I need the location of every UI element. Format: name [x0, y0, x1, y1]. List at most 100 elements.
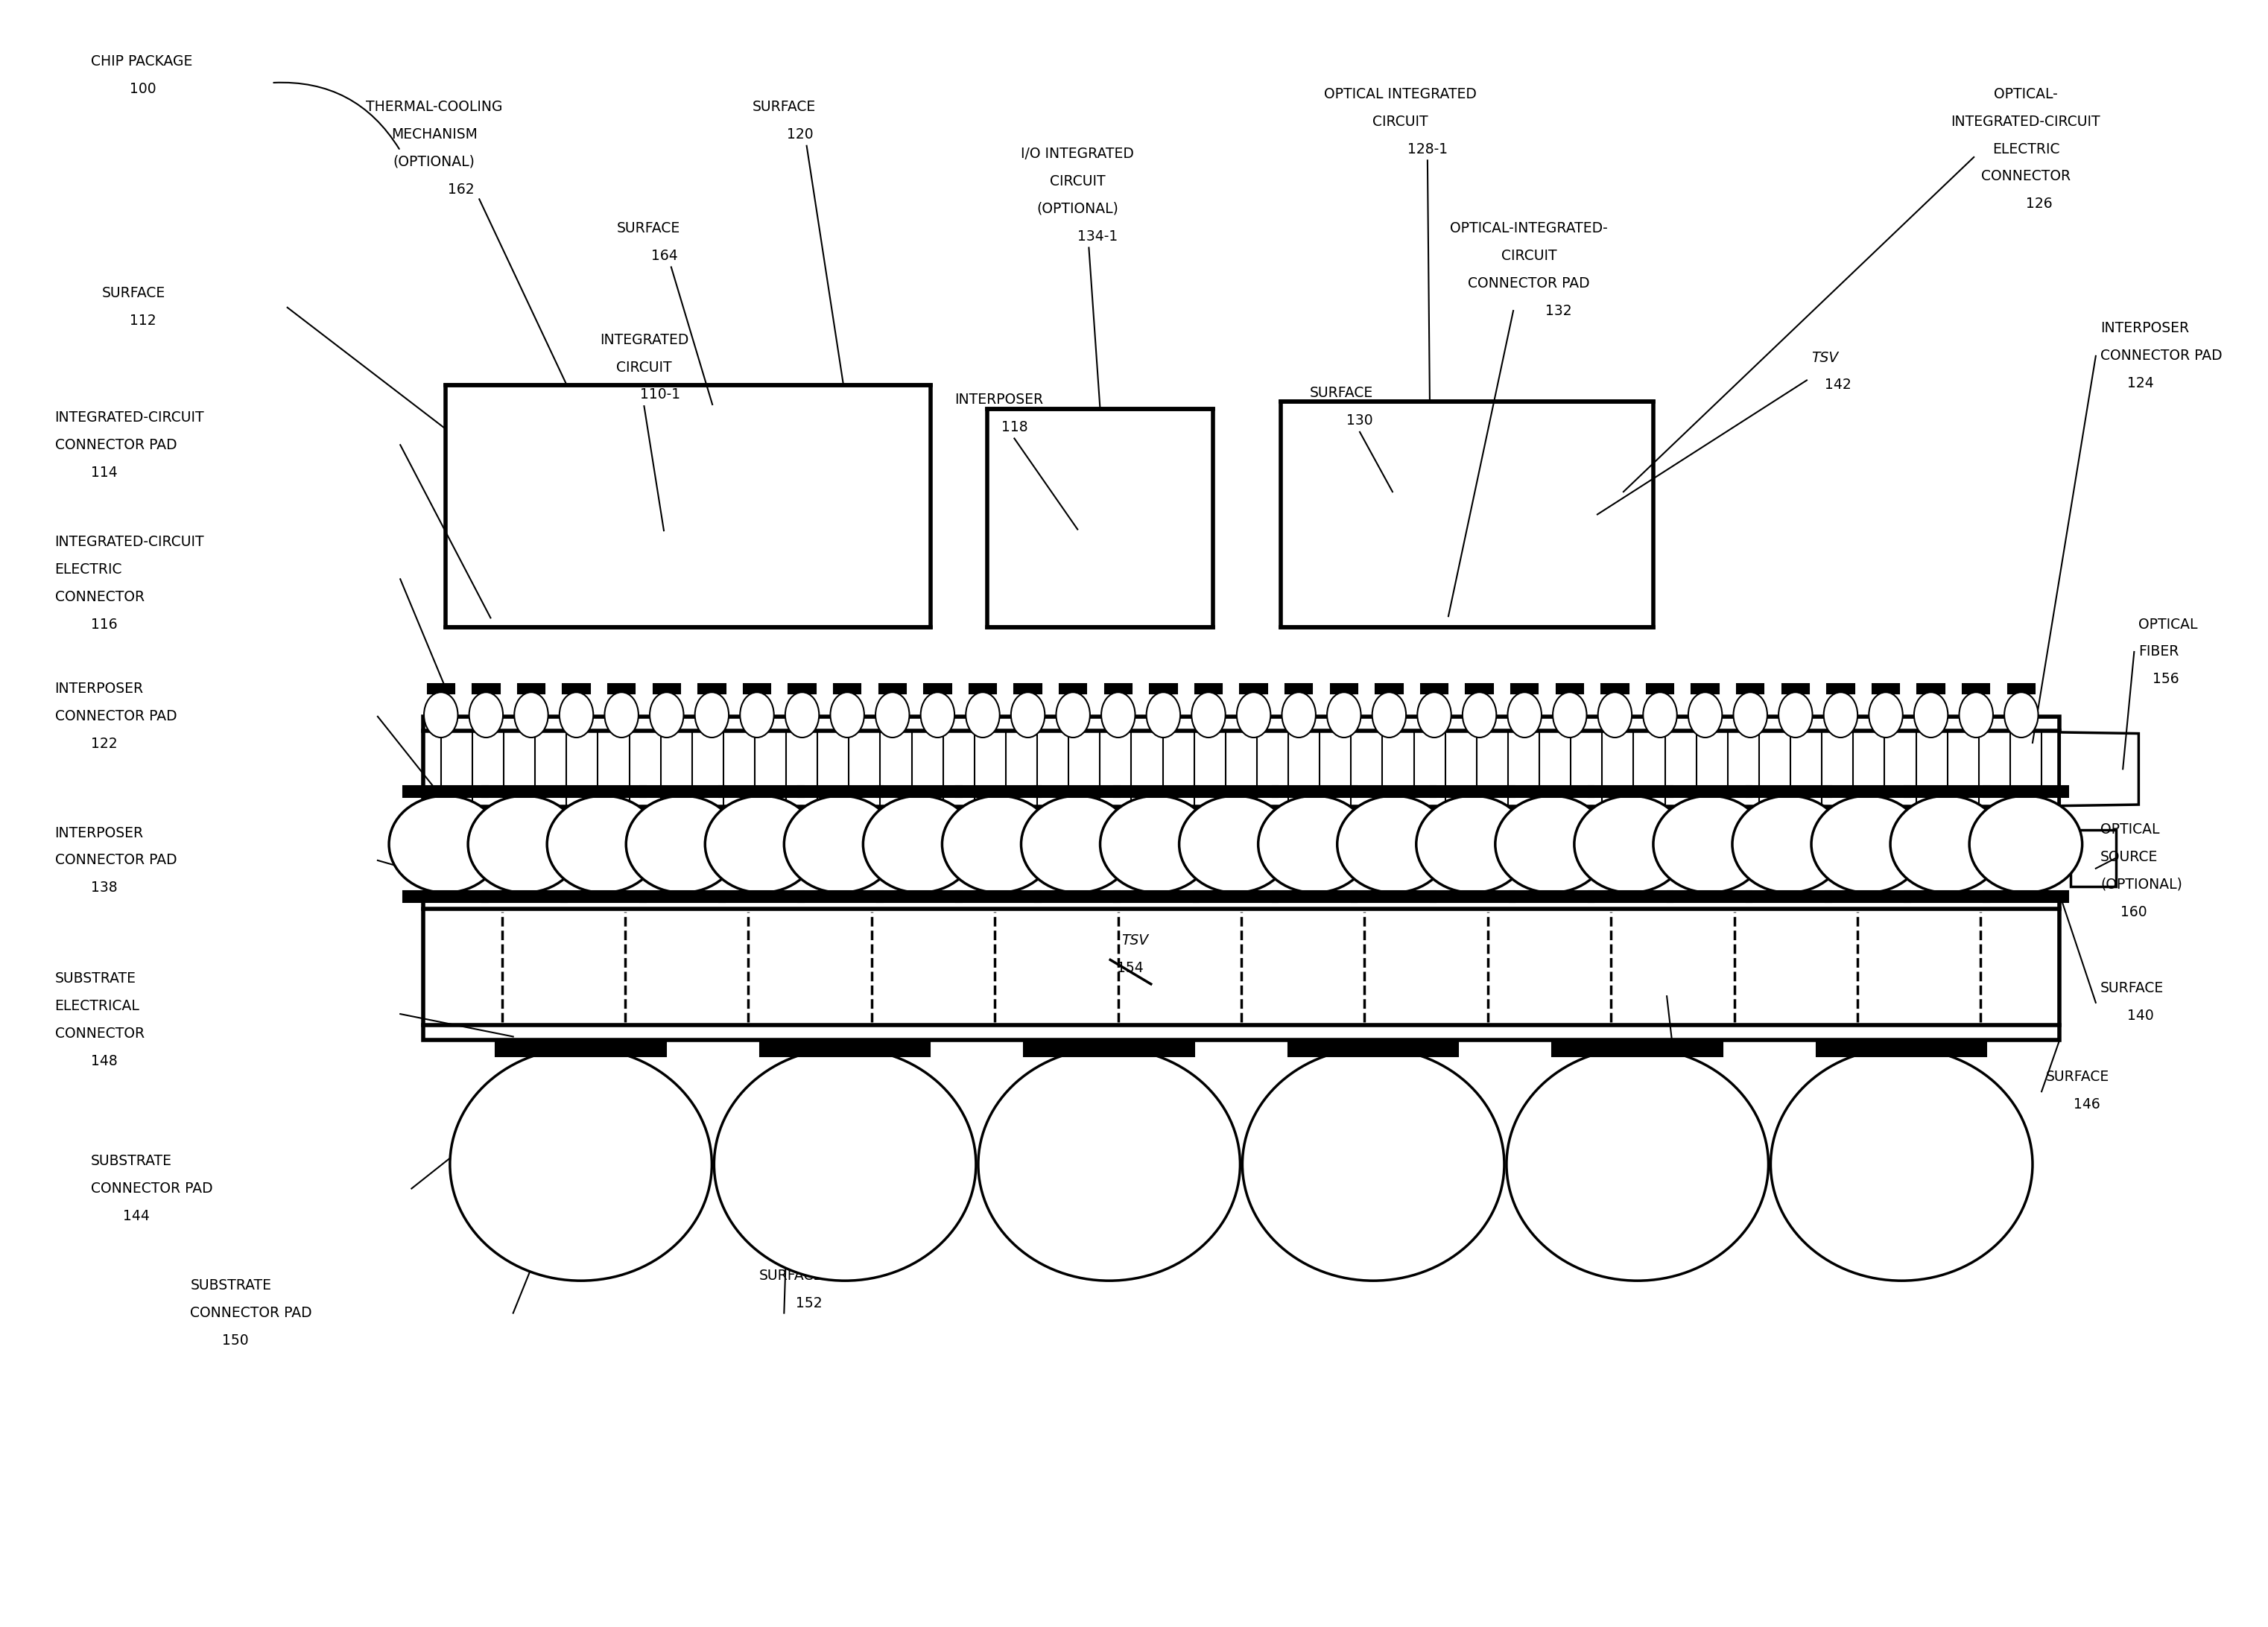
- Bar: [835, 685, 862, 693]
- Text: INTEGRATED-CIRCUIT: INTEGRATED-CIRCUIT: [54, 535, 204, 548]
- Bar: [1272, 892, 1356, 903]
- Bar: [957, 786, 1041, 797]
- Bar: [1667, 786, 1753, 797]
- Text: MECHANISM: MECHANISM: [390, 127, 476, 142]
- Text: 148: 148: [91, 1054, 118, 1067]
- Bar: [1465, 685, 1492, 693]
- Text: SURFACE: SURFACE: [760, 1269, 823, 1284]
- Bar: [968, 685, 996, 693]
- Bar: [744, 685, 771, 693]
- Text: CONNECTOR: CONNECTOR: [54, 1027, 145, 1040]
- Text: CONNECTOR PAD: CONNECTOR PAD: [54, 853, 177, 867]
- Text: ELECTRIC: ELECTRIC: [54, 563, 122, 576]
- Bar: [878, 892, 962, 903]
- Bar: [1746, 786, 1830, 797]
- Ellipse shape: [1771, 1048, 2032, 1280]
- Ellipse shape: [714, 1048, 975, 1280]
- Bar: [483, 892, 567, 903]
- Bar: [1059, 685, 1086, 693]
- Text: 152: 152: [796, 1297, 823, 1310]
- Bar: [1034, 786, 1120, 797]
- Bar: [878, 786, 962, 797]
- Bar: [1241, 685, 1268, 693]
- Bar: [640, 892, 726, 903]
- Bar: [1114, 892, 1200, 903]
- Text: 118: 118: [1000, 420, 1027, 434]
- Ellipse shape: [515, 691, 549, 737]
- Text: OPTICAL: OPTICAL: [2100, 823, 2159, 836]
- Text: (OPTIONAL): (OPTIONAL): [392, 155, 474, 169]
- Text: THERMAL-COOLING: THERMAL-COOLING: [365, 99, 503, 114]
- Bar: [760, 1041, 930, 1056]
- Text: 154: 154: [1118, 962, 1143, 975]
- Bar: [1984, 786, 2068, 797]
- Text: OPTICAL: OPTICAL: [2139, 617, 2198, 631]
- Text: 130: 130: [1347, 413, 1372, 428]
- Text: SUBSTRATE: SUBSTRATE: [54, 971, 136, 986]
- Ellipse shape: [1021, 796, 1134, 893]
- Bar: [1431, 892, 1515, 903]
- Bar: [1647, 685, 1674, 693]
- Text: 156: 156: [2152, 672, 2180, 687]
- Ellipse shape: [1823, 691, 1857, 737]
- Text: FIBER: FIBER: [2139, 644, 2180, 659]
- Ellipse shape: [1338, 796, 1449, 893]
- Ellipse shape: [1415, 796, 1529, 893]
- Bar: [1281, 402, 1653, 628]
- Bar: [987, 410, 1213, 628]
- Bar: [1377, 685, 1402, 693]
- Text: 116: 116: [91, 617, 118, 631]
- Bar: [1014, 685, 1041, 693]
- Bar: [483, 786, 567, 797]
- Text: CIRCUIT: CIRCUIT: [1050, 174, 1105, 189]
- Text: CIRCUIT: CIRCUIT: [1372, 114, 1429, 129]
- Ellipse shape: [1372, 691, 1406, 737]
- Ellipse shape: [1960, 691, 1994, 737]
- Bar: [1150, 685, 1177, 693]
- Text: CONNECTOR PAD: CONNECTOR PAD: [54, 438, 177, 452]
- Text: 126: 126: [2025, 197, 2053, 212]
- Bar: [426, 685, 454, 693]
- Bar: [1746, 892, 1830, 903]
- Text: ELECTRICAL: ELECTRICAL: [54, 999, 141, 1014]
- Ellipse shape: [1733, 691, 1767, 737]
- Text: INTERPOSER: INTERPOSER: [54, 682, 143, 696]
- Ellipse shape: [705, 796, 819, 893]
- Ellipse shape: [1236, 691, 1270, 737]
- Ellipse shape: [547, 796, 660, 893]
- Text: 122: 122: [91, 737, 118, 752]
- Bar: [719, 892, 803, 903]
- Ellipse shape: [1463, 691, 1497, 737]
- Text: CONNECTOR PAD: CONNECTOR PAD: [191, 1306, 313, 1319]
- Bar: [2007, 685, 2034, 693]
- Bar: [497, 1041, 667, 1056]
- Ellipse shape: [966, 691, 1000, 737]
- Bar: [1826, 892, 1910, 903]
- Ellipse shape: [978, 1048, 1241, 1280]
- Bar: [640, 786, 726, 797]
- Ellipse shape: [469, 691, 503, 737]
- Text: I/O INTEGRATED: I/O INTEGRATED: [1021, 146, 1134, 161]
- Bar: [1737, 685, 1765, 693]
- Text: SUBSTRATE: SUBSTRATE: [1658, 1126, 1740, 1141]
- Text: 134-1: 134-1: [1077, 229, 1118, 244]
- Text: 140: 140: [2127, 1009, 2155, 1023]
- Bar: [1692, 685, 1719, 693]
- Ellipse shape: [1969, 796, 2082, 893]
- Bar: [1905, 786, 1989, 797]
- Ellipse shape: [1179, 796, 1293, 893]
- Ellipse shape: [1327, 691, 1361, 737]
- Bar: [1508, 786, 1594, 797]
- Text: 124: 124: [2127, 376, 2155, 390]
- Ellipse shape: [785, 691, 819, 737]
- Text: INTEGRATED: INTEGRATED: [599, 334, 689, 347]
- Text: 132: 132: [1545, 304, 1572, 317]
- Ellipse shape: [1653, 796, 1767, 893]
- Text: OPTICAL-INTEGRATED-: OPTICAL-INTEGRATED-: [1449, 221, 1608, 236]
- Ellipse shape: [864, 796, 975, 893]
- Bar: [1588, 892, 1674, 903]
- Bar: [560, 892, 646, 903]
- Ellipse shape: [449, 1048, 712, 1280]
- Text: INTEGRATED-CIRCUIT: INTEGRATED-CIRCUIT: [54, 410, 204, 425]
- Ellipse shape: [649, 691, 683, 737]
